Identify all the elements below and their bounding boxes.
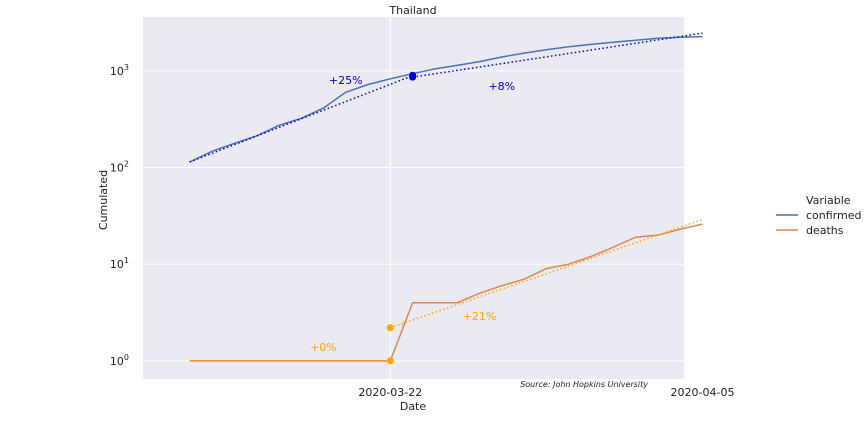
source-annotation: Source: John Hopkins University	[520, 380, 648, 389]
trend-label-confirmed-1: +8%	[488, 80, 515, 93]
trend-line-deaths-1	[390, 218, 703, 329]
trend-layer: +25% +8% +0% +21%	[189, 32, 703, 365]
plot-background	[143, 17, 684, 379]
y-tick-label: 103	[110, 63, 129, 78]
trend-label-deaths-1: +21%	[463, 310, 497, 323]
x-tick-label: 2020-04-05	[671, 386, 735, 399]
series-line-confirmed	[189, 35, 703, 163]
y-axis-label: Cumulated	[97, 170, 110, 230]
x-tick-label: 2020-03-22	[358, 386, 422, 399]
y-tick-exponent: 2	[124, 160, 129, 169]
y-tick-exponent: 0	[124, 353, 129, 362]
grid	[143, 17, 703, 379]
trend-line-confirmed-1	[412, 32, 703, 78]
y-tick-exponent: 3	[124, 63, 129, 72]
trend-marker-confirmed	[409, 73, 417, 81]
legend-label-confirmed: confirmed	[806, 209, 861, 222]
y-tick-label: 100	[110, 353, 129, 368]
chart-title: Thailand	[388, 4, 436, 17]
trend-label-deaths-0: +0%	[310, 341, 337, 354]
trend-marker-deaths	[386, 357, 394, 365]
trend-label-confirmed-0: +25%	[329, 74, 363, 87]
y-tick-label: 101	[110, 256, 129, 271]
legend-label-deaths: deaths	[806, 224, 844, 237]
x-axis-label: Date	[400, 400, 427, 413]
y-tick-exponent: 1	[124, 256, 129, 265]
trend-marker-deaths	[386, 324, 394, 332]
legend: Variable confirmed deaths	[776, 194, 861, 237]
legend-title: Variable	[806, 194, 851, 207]
y-tick-label: 102	[110, 160, 129, 175]
